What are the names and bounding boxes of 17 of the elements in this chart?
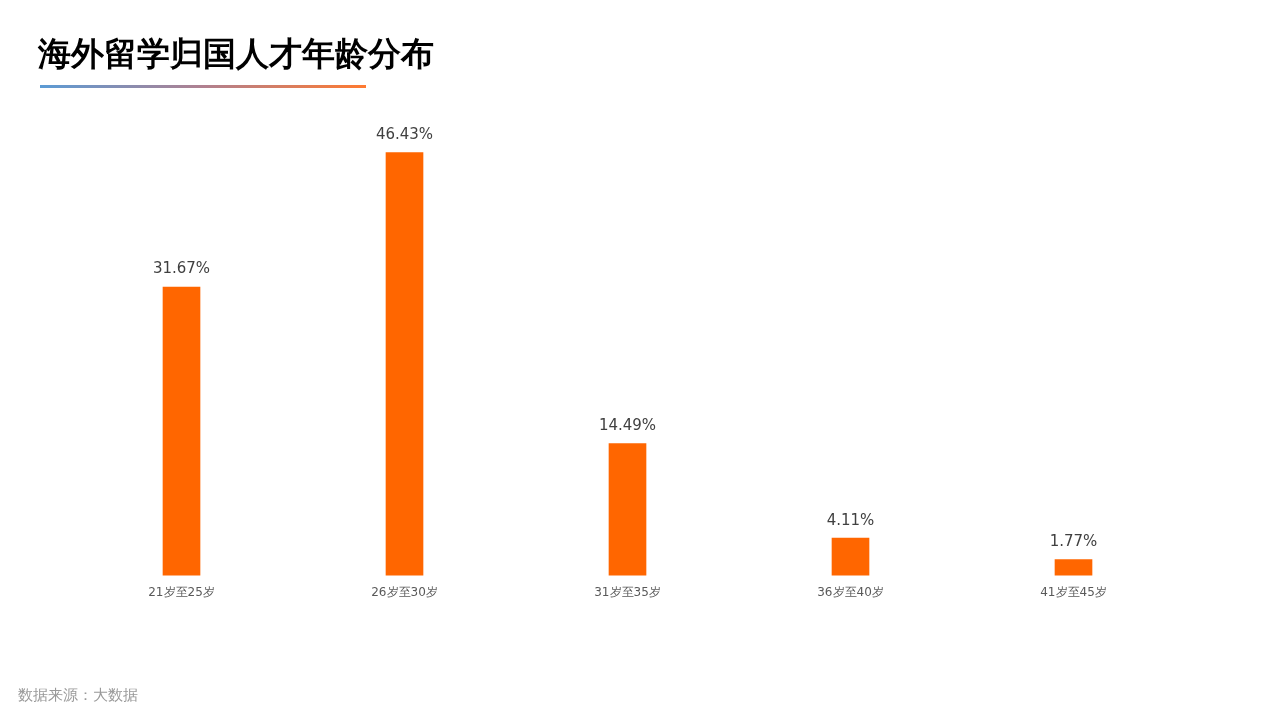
x-tick-label: 41岁至45岁 bbox=[1040, 584, 1107, 599]
x-tick-label: 26岁至30岁 bbox=[371, 584, 438, 599]
x-tick-label: 31岁至35岁 bbox=[594, 584, 661, 599]
bar bbox=[608, 443, 647, 576]
source-note: 数据来源：大数据 bbox=[18, 686, 138, 705]
x-tick-label: 21岁至25岁 bbox=[148, 584, 215, 599]
data-label: 31.67% bbox=[152, 259, 211, 278]
chart-title: 海外留学归国人才年龄分布 bbox=[38, 33, 434, 75]
x-tick-label: 36岁至40岁 bbox=[817, 584, 884, 599]
data-label: 46.43% bbox=[375, 124, 434, 143]
data-label: 14.49% bbox=[598, 415, 657, 434]
data-label: 1.77% bbox=[1049, 531, 1098, 550]
bar bbox=[1054, 559, 1093, 576]
bar bbox=[385, 152, 424, 576]
data-label: 4.11% bbox=[826, 510, 875, 529]
bar bbox=[831, 537, 870, 576]
bar bbox=[162, 286, 201, 576]
